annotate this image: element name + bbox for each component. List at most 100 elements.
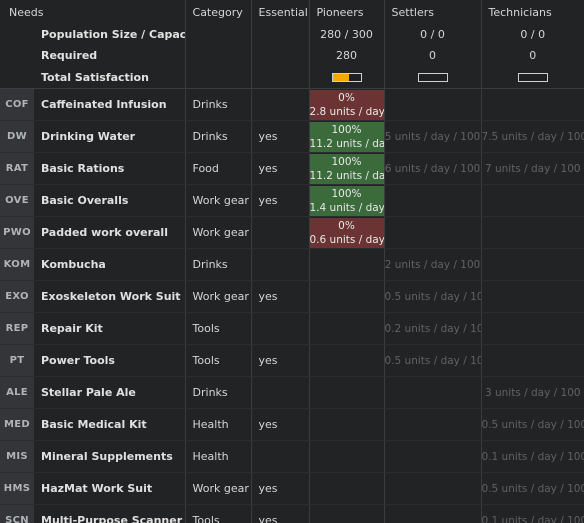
- need-category: Food: [184, 152, 252, 185]
- need-name: Padded work overall: [34, 216, 186, 249]
- need-essential: yes: [250, 472, 310, 505]
- settlers-rate: 0.5 units / day / 100: [383, 344, 482, 377]
- pioneers-cell: [308, 472, 385, 505]
- technicians-satisfaction-bar: [517, 73, 548, 82]
- settlers-rate: [383, 376, 482, 409]
- need-row: PT Power Tools Tools yes 0.5 units / day / 1…: [0, 344, 584, 377]
- need-category: Drinks: [184, 376, 252, 409]
- technicians-rate: [480, 280, 584, 313]
- need-row: PWO Padded work overall Work gear 0% 0.6 uni…: [0, 216, 584, 249]
- settlers-rate: [383, 472, 482, 505]
- pioneers-cell: [308, 280, 385, 313]
- pioneers-required: 280: [308, 45, 385, 66]
- material-ticker-icon[interactable]: HMS: [0, 472, 34, 505]
- required-label: Required: [41, 49, 98, 62]
- settlers-rate: 6 units / day / 100: [383, 152, 482, 185]
- material-ticker-icon[interactable]: KOM: [0, 248, 34, 281]
- material-ticker-icon[interactable]: RAT: [0, 152, 34, 185]
- need-category: Work gear: [184, 216, 252, 249]
- pioneers-population: 280 / 300: [308, 24, 385, 45]
- need-name: Basic Rations: [34, 152, 186, 185]
- material-ticker-icon[interactable]: EXO: [0, 280, 34, 313]
- pioneers-cell: [308, 376, 385, 409]
- header-essential[interactable]: Essential: [250, 0, 310, 24]
- settlers-rate: 0.5 units / day / 100: [383, 280, 482, 313]
- need-category: Drinks: [184, 248, 252, 281]
- need-category: Tools: [184, 344, 252, 377]
- technicians-rate: [480, 312, 584, 345]
- pioneers-supply-cell: 100% 1.4 units / day: [309, 185, 385, 216]
- material-ticker-icon[interactable]: PWO: [0, 216, 34, 249]
- need-essential: yes: [250, 152, 310, 185]
- technicians-rate: [480, 344, 584, 377]
- need-name: Exoskeleton Work Suit: [34, 280, 186, 313]
- need-category: Drinks: [184, 88, 252, 121]
- need-essential: [250, 88, 310, 121]
- need-row: SCN Multi-Purpose Scanner Tools yes 0.1 unit…: [0, 504, 584, 523]
- need-essential: yes: [250, 504, 310, 523]
- pioneers-cell: [308, 408, 385, 441]
- pioneers-cell: 100% 11.2 units / day: [308, 152, 385, 185]
- need-name: Multi-Purpose Scanner: [34, 504, 186, 523]
- pioneers-cell: [308, 440, 385, 473]
- supply-percent: 100%: [331, 123, 362, 136]
- technicians-rate: 7 units / day / 100: [480, 152, 584, 185]
- material-ticker-icon[interactable]: OVE: [0, 184, 34, 217]
- supply-percent: 100%: [331, 187, 362, 200]
- need-row: OVE Basic Overalls Work gear yes 100% 1.4 uni…: [0, 184, 584, 217]
- need-essential: yes: [250, 408, 310, 441]
- supply-percent: 100%: [331, 155, 362, 168]
- need-name: Basic Overalls: [34, 184, 186, 217]
- need-category: Work gear: [184, 184, 252, 217]
- population-row: Population Size / Capacity 280 / 300 0 /…: [0, 24, 584, 45]
- header-pioneers[interactable]: Pioneers: [308, 0, 385, 24]
- material-ticker-icon[interactable]: DW: [0, 120, 34, 153]
- material-ticker-icon[interactable]: PT: [0, 344, 34, 377]
- supply-percent: 0%: [338, 219, 355, 232]
- material-ticker-icon[interactable]: SCN: [0, 504, 34, 523]
- pioneers-supply-cell: 0% 2.8 units / day: [310, 89, 384, 120]
- need-essential: [250, 376, 310, 409]
- need-row: KOM Kombucha Drinks 2 units / day / 100: [0, 248, 584, 281]
- need-category: Health: [184, 408, 252, 441]
- consumption-rate: 11.2 units / day: [309, 169, 385, 182]
- pioneers-cell: [308, 504, 385, 523]
- material-ticker-icon[interactable]: ALE: [0, 376, 34, 409]
- need-name: Mineral Supplements: [34, 440, 186, 473]
- settlers-satisfaction-bar: [417, 73, 448, 82]
- header-category[interactable]: Category: [184, 0, 252, 24]
- need-row: COF Caffeinated Infusion Drinks 0% 2.8 units…: [0, 88, 584, 121]
- need-name: Stellar Pale Ale: [34, 376, 186, 409]
- settlers-rate: [383, 504, 482, 523]
- pioneers-cell: [308, 248, 385, 281]
- material-ticker-icon[interactable]: REP: [0, 312, 34, 345]
- need-essential: [250, 440, 310, 473]
- header-needs[interactable]: Needs: [9, 5, 44, 19]
- pioneers-cell: [308, 344, 385, 377]
- need-category: Tools: [184, 504, 252, 523]
- technicians-rate: 0.1 units / day / 100: [480, 504, 584, 523]
- consumption-rate: 1.4 units / day: [309, 201, 385, 214]
- pioneers-cell: 0% 0.6 units / day: [308, 216, 385, 249]
- need-category: Work gear: [184, 280, 252, 313]
- settlers-rate: [383, 440, 482, 473]
- pioneers-cell: 0% 2.8 units / day: [308, 88, 385, 121]
- material-ticker-icon[interactable]: MIS: [0, 440, 34, 473]
- settlers-required: 0: [383, 45, 482, 66]
- need-row: RAT Basic Rations Food yes 100% 11.2 units / …: [0, 152, 584, 185]
- header-settlers[interactable]: Settlers: [383, 0, 482, 24]
- settlers-rate: 0.2 units / day / 100: [383, 312, 482, 345]
- pioneers-cell: 100% 1.4 units / day: [308, 184, 385, 217]
- pioneers-cell: 100% 11.2 units / day: [308, 120, 385, 153]
- need-name: Power Tools: [34, 344, 186, 377]
- need-essential: [250, 312, 310, 345]
- material-ticker-icon[interactable]: COF: [0, 88, 34, 121]
- settlers-population: 0 / 0: [383, 24, 482, 45]
- material-ticker-icon[interactable]: MED: [0, 408, 34, 441]
- need-essential: [250, 216, 310, 249]
- required-row: Required 280 0 0: [0, 45, 584, 66]
- header-row: Needs Category Essential Pioneers Settle…: [0, 0, 584, 24]
- settlers-rate: [383, 184, 482, 217]
- settlers-rate: [383, 216, 482, 249]
- header-technicians[interactable]: Technicians: [480, 0, 584, 24]
